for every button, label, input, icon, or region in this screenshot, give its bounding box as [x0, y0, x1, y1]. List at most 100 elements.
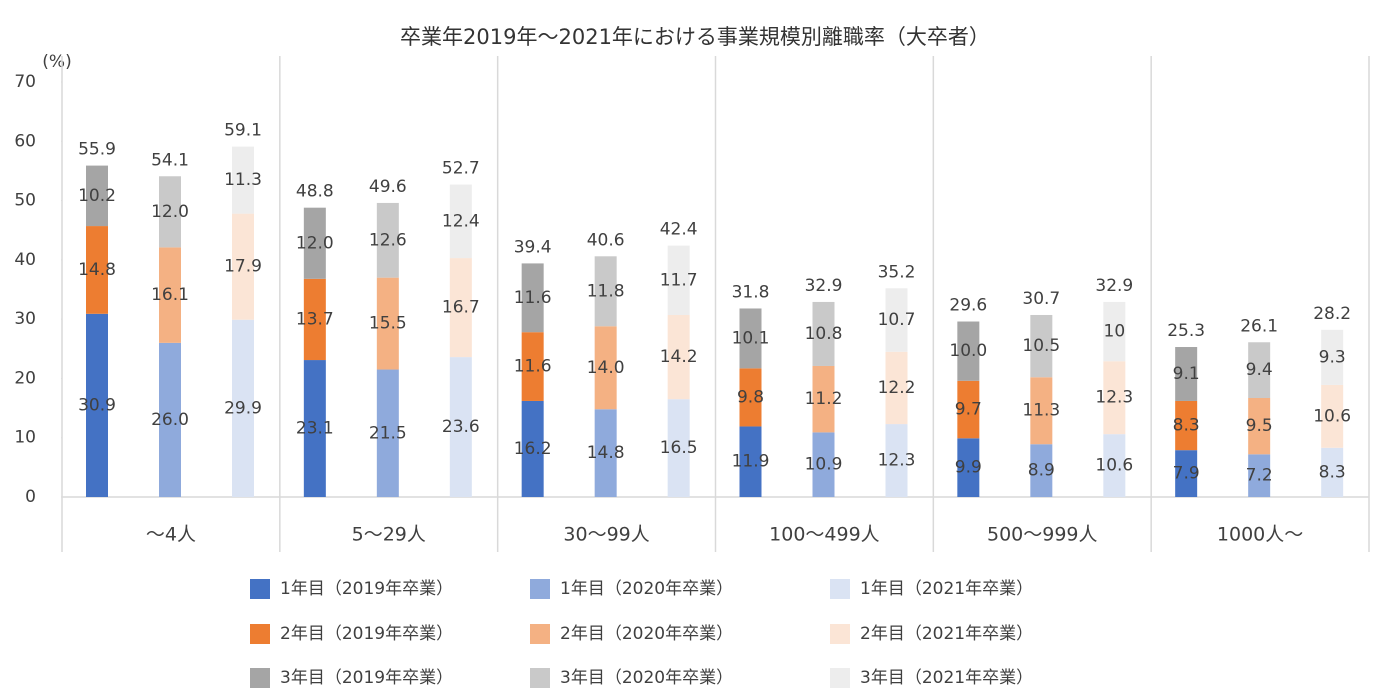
bar-segment	[1248, 342, 1271, 398]
data-label: 12.4	[442, 211, 480, 231]
y-tick-label: 10	[14, 428, 36, 448]
data-label: 12.3	[1095, 388, 1133, 408]
data-label: 9.4	[1246, 360, 1273, 380]
bar-segment	[232, 213, 254, 320]
data-label: 13.7	[296, 309, 334, 329]
data-label: 12.3	[878, 451, 916, 471]
x-tick-label: 500～999人	[987, 524, 1098, 546]
total-label: 30.7	[1022, 289, 1060, 309]
data-label: 11.2	[805, 389, 843, 409]
data-label: 16.2	[514, 439, 552, 459]
y-tick-label: 20	[14, 368, 36, 388]
total-label: 26.1	[1240, 316, 1278, 336]
data-label: 10.9	[805, 455, 843, 475]
total-label: 29.6	[949, 296, 987, 316]
total-label: 32.9	[1095, 276, 1133, 296]
legend-label: 3年目（2021年卒業）	[860, 668, 1033, 688]
bar-segment	[449, 258, 472, 358]
data-label: 23.6	[442, 417, 480, 437]
bar-segment	[159, 342, 181, 497]
bar-segment	[1248, 397, 1271, 455]
legend-swatch	[530, 624, 550, 644]
legend-swatch	[250, 579, 270, 599]
data-label: 10	[1104, 322, 1126, 342]
data-label: 12.6	[369, 230, 407, 250]
legend-label: 2年目（2021年卒業）	[860, 624, 1033, 644]
legend-label: 1年目（2020年卒業）	[560, 579, 733, 599]
bar-segment	[521, 263, 544, 333]
chart-title: 卒業年2019年～2021年における事業規模別離職率（大卒者）	[400, 25, 990, 49]
y-tick-label: 40	[14, 250, 36, 270]
bar-segment	[957, 380, 980, 439]
data-label: 11.7	[660, 270, 698, 290]
total-label: 25.3	[1167, 321, 1205, 341]
legend-label: 2年目（2019年卒業）	[280, 624, 453, 644]
x-tick-label: 5～29人	[352, 524, 426, 546]
bar-segment	[1321, 384, 1344, 448]
data-label: 8.3	[1173, 416, 1200, 436]
data-label: 11.8	[587, 281, 625, 301]
data-label: 16.7	[442, 298, 480, 318]
bar-segment	[594, 326, 617, 410]
y-tick-label: 60	[14, 131, 36, 151]
data-label: 9.8	[737, 387, 764, 407]
data-label: 9.9	[955, 458, 982, 478]
y-tick-label: 70	[14, 72, 36, 92]
bar-segment	[739, 308, 762, 369]
total-label: 28.2	[1313, 304, 1351, 324]
bar-segment	[303, 278, 326, 361]
bar-segment	[303, 360, 326, 497]
bar-segment	[86, 313, 108, 497]
bar-segment	[1175, 400, 1198, 451]
total-label: 31.8	[732, 282, 770, 302]
data-label: 10.0	[949, 341, 987, 361]
bar-segment	[521, 332, 544, 401]
data-label: 15.5	[369, 314, 407, 334]
data-label: 7.9	[1173, 464, 1200, 484]
bar-segment	[667, 245, 690, 315]
data-label: 29.9	[224, 398, 262, 418]
bar-segment	[232, 319, 254, 497]
data-label: 8.3	[1319, 462, 1346, 482]
legend-swatch	[830, 579, 850, 599]
x-tick-label: ～4人	[146, 524, 196, 546]
data-label: 11.3	[1022, 401, 1060, 421]
data-label: 8.9	[1028, 461, 1055, 481]
data-label: 9.3	[1319, 347, 1346, 367]
bar-segment	[1030, 377, 1053, 445]
bar-segment	[449, 357, 472, 497]
data-label: 9.5	[1246, 416, 1273, 436]
x-tick-label: 30～99人	[563, 524, 649, 546]
data-label: 14.0	[587, 358, 625, 378]
bar-segment	[521, 400, 544, 497]
bar-segment	[376, 202, 399, 278]
total-label: 40.6	[587, 230, 625, 250]
bar-segment	[812, 365, 835, 433]
bar-segment	[1321, 447, 1344, 497]
legend-swatch	[250, 668, 270, 688]
legend-swatch	[530, 579, 550, 599]
bar-segment	[1175, 347, 1198, 401]
total-label: 35.2	[878, 262, 916, 282]
legend-swatch	[830, 668, 850, 688]
bar-segment	[376, 277, 399, 370]
total-label: 48.8	[296, 182, 334, 202]
data-label: 12.0	[296, 233, 334, 253]
data-label: 16.5	[660, 438, 698, 458]
y-tick-label: 50	[14, 191, 36, 211]
legend-label: 3年目（2020年卒業）	[560, 668, 733, 688]
bar-segment	[1103, 301, 1126, 362]
bar-segment	[1321, 329, 1344, 385]
bar-segment	[957, 321, 980, 381]
total-label: 55.9	[78, 140, 116, 160]
bar-segment	[1103, 434, 1126, 497]
bar-segment	[957, 438, 980, 497]
bar-segment	[1103, 361, 1126, 435]
y-tick-label: 30	[14, 309, 36, 329]
bar-segment	[594, 409, 617, 497]
data-label: 10.8	[805, 324, 843, 344]
data-label: 10.6	[1313, 406, 1351, 426]
bar-segment	[739, 426, 762, 497]
data-label: 9.7	[955, 400, 982, 420]
